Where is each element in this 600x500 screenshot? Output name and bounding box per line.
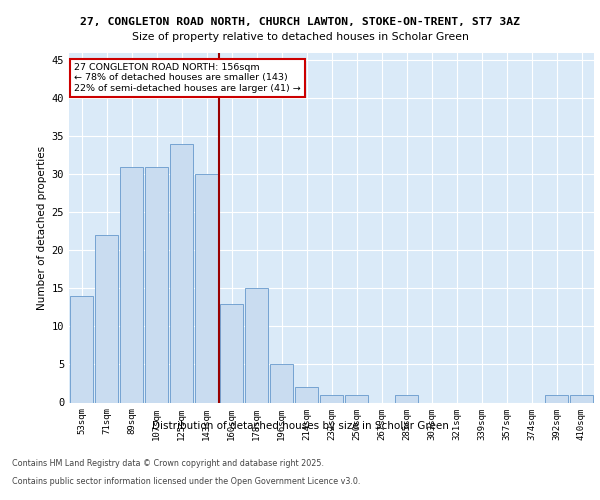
Bar — [95, 235, 118, 402]
Bar — [220, 304, 244, 402]
Bar — [395, 395, 418, 402]
Text: 27, CONGLETON ROAD NORTH, CHURCH LAWTON, STOKE-ON-TRENT, ST7 3AZ: 27, CONGLETON ROAD NORTH, CHURCH LAWTON,… — [80, 18, 520, 28]
Bar — [344, 395, 368, 402]
Text: Contains public sector information licensed under the Open Government Licence v3: Contains public sector information licen… — [12, 476, 361, 486]
Bar — [295, 388, 319, 402]
Bar — [119, 166, 143, 402]
Text: Size of property relative to detached houses in Scholar Green: Size of property relative to detached ho… — [131, 32, 469, 42]
Bar — [170, 144, 193, 403]
Bar — [194, 174, 218, 402]
Bar — [269, 364, 293, 403]
Text: Distribution of detached houses by size in Scholar Green: Distribution of detached houses by size … — [152, 421, 448, 431]
Bar — [145, 166, 169, 402]
Text: Contains HM Land Registry data © Crown copyright and database right 2025.: Contains HM Land Registry data © Crown c… — [12, 460, 324, 468]
Y-axis label: Number of detached properties: Number of detached properties — [37, 146, 47, 310]
Bar — [320, 395, 343, 402]
Bar — [245, 288, 268, 403]
Bar — [545, 395, 568, 402]
Bar — [70, 296, 94, 403]
Text: 27 CONGLETON ROAD NORTH: 156sqm
← 78% of detached houses are smaller (143)
22% o: 27 CONGLETON ROAD NORTH: 156sqm ← 78% of… — [74, 63, 301, 93]
Bar — [569, 395, 593, 402]
